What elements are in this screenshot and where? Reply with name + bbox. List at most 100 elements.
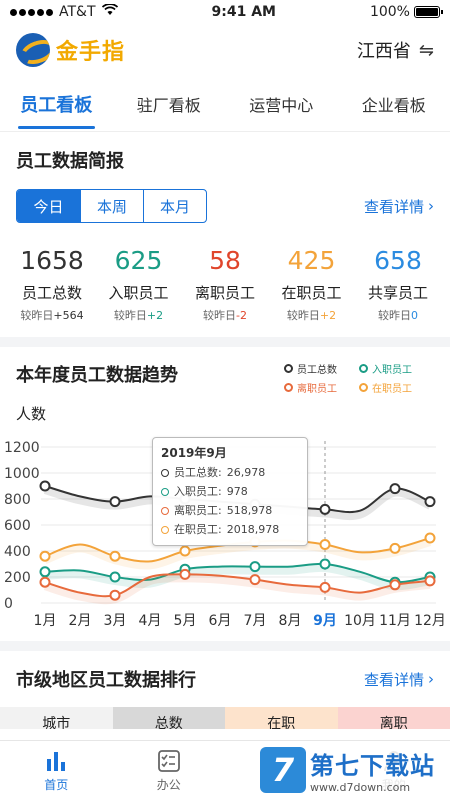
nav-home[interactable]: 首页 — [0, 741, 113, 800]
legend-label: 离职员工 — [297, 384, 337, 395]
tooltip-row: 离职员工: 518,978 — [161, 501, 299, 520]
stat-label: 入职员工 — [108, 284, 169, 302]
tooltip-label: 入职员工: — [174, 485, 222, 498]
stat-delta: -2 — [236, 309, 247, 322]
stat-compare-label: 较昨日 — [203, 309, 237, 322]
y-tick-label: 800 — [4, 492, 31, 508]
legend-label: 员工总数 — [297, 365, 337, 376]
tooltip-value: 2018,978 — [226, 523, 280, 536]
tooltip-row: 员工总数: 26,978 — [161, 463, 299, 482]
ranking-column-header[interactable]: 离职 — [337, 707, 450, 729]
wifi-icon — [101, 3, 118, 20]
legend-item[interactable]: 离职员工 — [284, 380, 359, 395]
tooltip-marker — [161, 506, 169, 515]
x-tick-label: 3月 — [104, 613, 127, 627]
data-point — [249, 574, 261, 586]
brief-detail-link[interactable]: 查看详情 › — [364, 196, 434, 217]
stat-compare: 较昨日+2 — [114, 307, 163, 323]
tooltip-value: 978 — [226, 485, 248, 498]
stat-label: 在职员工 — [281, 284, 342, 302]
segment-today[interactable]: 今日 — [17, 190, 80, 222]
tab-operations-center[interactable]: 运营中心 — [249, 95, 314, 115]
stat-value: 58 — [209, 246, 241, 275]
x-tick-label: 11月 — [379, 613, 411, 627]
y-tick-label: 600 — [4, 518, 31, 534]
stat-delta: +2 — [319, 309, 337, 322]
brief-title: 员工数据简报 — [16, 151, 124, 172]
data-point — [109, 571, 121, 583]
tooltip-marker — [161, 525, 169, 534]
ranking-column-header[interactable]: 在职 — [225, 707, 338, 729]
stat-compare: 较昨日+2 — [287, 307, 336, 323]
x-tick-label: 9月 — [313, 613, 337, 627]
legend-item[interactable]: 入职员工 — [359, 361, 434, 376]
x-tick-label: 6月 — [209, 613, 232, 627]
watermark-url: www.d7down.com — [310, 781, 411, 794]
data-point — [424, 496, 436, 508]
chevron-right-icon: › — [428, 670, 434, 688]
tooltip-value: 518,978 — [226, 504, 273, 517]
stat-value: 658 — [374, 246, 422, 275]
legend-item[interactable]: 员工总数 — [284, 361, 359, 376]
x-tick-label: 5月 — [174, 613, 197, 627]
ranking-title: 市级地区员工数据排行 — [16, 670, 196, 691]
stat-delta: +2 — [146, 309, 164, 322]
stat-compare: 较昨日+564 — [20, 307, 83, 323]
segment-this-week[interactable]: 本周 — [80, 190, 143, 222]
nav-home-label: 首页 — [44, 777, 69, 792]
stat-card: 58 离职员工较昨日-2 — [183, 246, 267, 323]
data-point — [319, 558, 331, 570]
signal-icon — [10, 8, 53, 16]
data-point — [39, 576, 51, 588]
data-point — [249, 561, 261, 573]
legend-marker — [359, 383, 368, 392]
trend-header: 本年度员工数据趋势 员工总数 入职员工离职员工 在职员工 — [0, 347, 450, 403]
brief-section: 员工数据简报 今日 本周 本月 查看详情 › — [0, 132, 450, 224]
carrier: AT&T — [59, 4, 96, 20]
data-point — [179, 568, 191, 580]
swap-icon[interactable]: ⇋ — [418, 39, 434, 61]
detail-link-label: 查看详情 — [363, 197, 424, 216]
app-header: 金手指 江西省 ⇋ — [0, 24, 450, 76]
ranking-table-header: 城市 总数 在职 离职 — [0, 707, 450, 729]
region-label: 江西省 — [356, 41, 411, 62]
ranking-column-header[interactable]: 总数 — [112, 707, 225, 729]
tab-staff-board[interactable]: 员工看板 — [0, 76, 113, 131]
legend-marker — [284, 364, 293, 373]
stat-label: 离职员工 — [194, 284, 255, 302]
stat-label: 员工总数 — [21, 284, 82, 302]
chart-tooltip: 2019年9月 员工总数: 26,978 入职员工: 978 离职员工: 518,978 在… — [152, 437, 308, 546]
tab-factory-board[interactable]: 驻厂看板 — [136, 95, 201, 115]
legend-item[interactable]: 在职员工 — [359, 380, 434, 395]
region-switcher[interactable]: 江西省 ⇋ — [357, 37, 434, 63]
stat-card: 1658 员工总数较昨日+564 — [10, 246, 94, 323]
nav-office[interactable]: 办公 — [113, 741, 226, 800]
chart-legend: 员工总数 入职员工离职员工 在职员工 — [284, 361, 434, 395]
tab-enterprise-board[interactable]: 企业看板 — [361, 95, 426, 115]
tooltip-marker — [161, 468, 169, 477]
legend-label: 入职员工 — [372, 365, 412, 376]
tooltip-title: 2019年9月 — [161, 446, 227, 460]
ranking-header: 市级地区员工数据排行 查看详情 › — [0, 651, 450, 707]
segment-this-month[interactable]: 本月 — [143, 190, 206, 222]
stat-value: 425 — [287, 246, 336, 275]
trend-title: 本年度员工数据趋势 — [16, 365, 178, 386]
stat-value: 1658 — [20, 246, 84, 275]
legend-marker — [359, 364, 368, 373]
y-tick-label: 400 — [4, 544, 31, 560]
watermark-logo: 7 — [260, 747, 306, 793]
x-tick-label: 1月 — [34, 613, 57, 627]
stat-compare: 较昨日-2 — [203, 307, 247, 323]
stat-compare-label: 较昨日 — [113, 309, 147, 322]
x-tick-label: 7月 — [244, 613, 267, 627]
y-tick-label: 0 — [4, 596, 13, 612]
tooltip-row: 入职员工: 978 — [161, 482, 299, 501]
ranking-detail-link[interactable]: 查看详情 › — [364, 669, 434, 690]
stat-compare-label: 较昨日 — [378, 309, 411, 322]
ranking-column-header[interactable]: 城市 — [0, 707, 113, 729]
data-point — [319, 581, 331, 593]
stat-compare-label: 较昨日 — [286, 309, 320, 322]
data-point — [109, 496, 121, 508]
stat-delta: 0 — [411, 309, 418, 322]
trend-chart[interactable]: 0 200 400 600 800 1000 1200 1月 2月 3月 4月 5月 6月 7月 8月 9月 1… — [0, 433, 450, 629]
